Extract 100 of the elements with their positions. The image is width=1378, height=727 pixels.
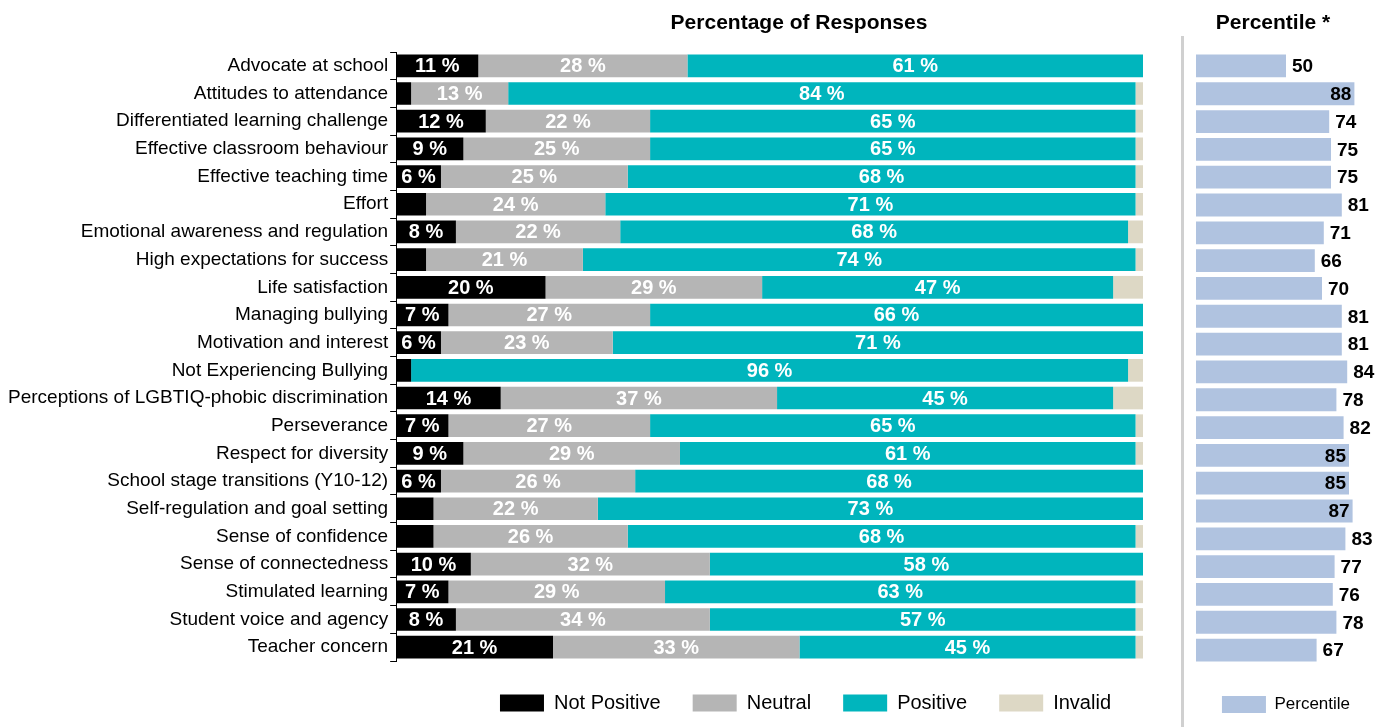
bar — [396, 497, 434, 521]
data-label: 65 % — [870, 109, 916, 132]
data-label: 82 — [1349, 416, 1371, 438]
bar — [396, 525, 434, 548]
bar — [1135, 137, 1143, 161]
bar — [1196, 137, 1331, 161]
bar — [1135, 165, 1143, 188]
data-label: 63 % — [877, 580, 924, 603]
bar — [1128, 358, 1143, 382]
bar — [650, 137, 1136, 161]
bar — [1196, 165, 1331, 189]
data-label: 7 % — [405, 414, 440, 437]
bar — [1135, 580, 1143, 604]
bar — [1196, 471, 1349, 495]
data-label: 85 — [1324, 444, 1347, 466]
bar — [777, 386, 1114, 410]
data-label: 21 % — [451, 635, 498, 658]
bar — [433, 497, 598, 521]
bar — [1196, 638, 1317, 662]
data-label: 68 % — [858, 165, 905, 188]
bar — [650, 303, 1143, 327]
data-label: 22 % — [545, 109, 591, 132]
bar — [1196, 499, 1353, 523]
bar — [1196, 249, 1315, 273]
data-label: 45 % — [944, 635, 991, 658]
data-label: 83 — [1351, 528, 1373, 550]
bar — [1135, 608, 1143, 631]
bar — [1196, 54, 1286, 78]
bar — [635, 469, 1143, 493]
data-label: 75 — [1337, 138, 1359, 160]
bar — [1128, 220, 1143, 244]
data-label: 76 — [1338, 583, 1360, 605]
data-label: 74 % — [836, 248, 883, 271]
data-label: 81 — [1347, 194, 1370, 216]
y-tick-label: Not Experiencing Bullying — [171, 358, 389, 380]
data-label: 68 % — [858, 524, 905, 547]
data-label: 66 % — [873, 303, 920, 326]
bar — [1135, 109, 1143, 133]
bar — [426, 248, 583, 271]
bar — [709, 552, 1143, 576]
y-tick-label: Stimulated learning — [225, 580, 389, 602]
legend-label: Invalid — [1053, 690, 1111, 713]
data-label: 75 — [1337, 166, 1359, 188]
data-label: 45 % — [922, 386, 969, 409]
bar — [1196, 277, 1322, 300]
bar — [1196, 388, 1337, 412]
data-label: 32 % — [567, 552, 614, 575]
bar — [396, 82, 412, 105]
bar — [448, 414, 651, 438]
bar — [396, 358, 412, 382]
bar — [1135, 248, 1143, 271]
data-label: 74 — [1335, 110, 1357, 132]
data-label: 58 % — [903, 552, 950, 575]
data-label: 9 % — [412, 137, 448, 160]
data-label: 9 % — [412, 441, 448, 464]
bar — [433, 525, 628, 548]
data-label: 71 % — [847, 192, 894, 215]
data-label: 70 — [1328, 277, 1350, 299]
data-label: 37 % — [616, 386, 662, 409]
data-label: 78 — [1342, 611, 1364, 633]
data-label: 33 % — [653, 635, 700, 658]
data-label: 84 — [1353, 361, 1375, 383]
chart-title: Percentage of Responses — [669, 10, 929, 34]
bar — [1135, 82, 1143, 105]
y-tick-label: Teacher concern — [247, 635, 389, 657]
data-label: 81 — [1347, 305, 1370, 327]
bar — [470, 552, 710, 576]
y-tick-label: Respect for diversity — [216, 441, 389, 463]
data-label: 28 % — [560, 54, 606, 77]
data-label: 71 % — [855, 331, 901, 354]
data-label: 13 % — [436, 82, 483, 105]
y-tick-label: Sense of confidence — [215, 524, 389, 546]
data-label: 14 % — [425, 386, 472, 409]
bar — [1135, 635, 1143, 659]
bar — [1196, 610, 1337, 634]
y-tick-label: Effective classroom behaviour — [135, 137, 389, 159]
data-label: 87 — [1328, 500, 1350, 522]
bar — [620, 220, 1129, 244]
bar — [478, 54, 688, 78]
y-tick-label: Perceptions of LGBTIQ-phobic discrimination — [8, 386, 389, 408]
bar — [396, 635, 553, 659]
y-tick-label: Perseverance — [270, 413, 389, 435]
bar — [440, 165, 628, 188]
data-label: 6 % — [401, 165, 437, 188]
bar — [762, 275, 1114, 299]
y-tick-label: High expectations for success — [135, 247, 389, 269]
data-label: 6 % — [401, 331, 437, 354]
data-label: 84 % — [799, 82, 845, 105]
data-label: 65 % — [870, 137, 916, 160]
data-label: 7 % — [405, 303, 440, 326]
bar — [463, 442, 680, 465]
data-label: 61 % — [884, 441, 931, 464]
legend-label: Percentile — [1274, 694, 1351, 714]
bar — [1196, 332, 1342, 356]
bar — [1113, 275, 1143, 299]
legend-label: Not Positive — [553, 690, 661, 713]
data-label: 24 % — [492, 192, 539, 215]
y-tick-label: Advocate at school — [227, 54, 389, 76]
y-tick-label: Attitudes to attendance — [193, 81, 389, 103]
y-tick-label: School stage transitions (Y10-12) — [107, 469, 389, 491]
